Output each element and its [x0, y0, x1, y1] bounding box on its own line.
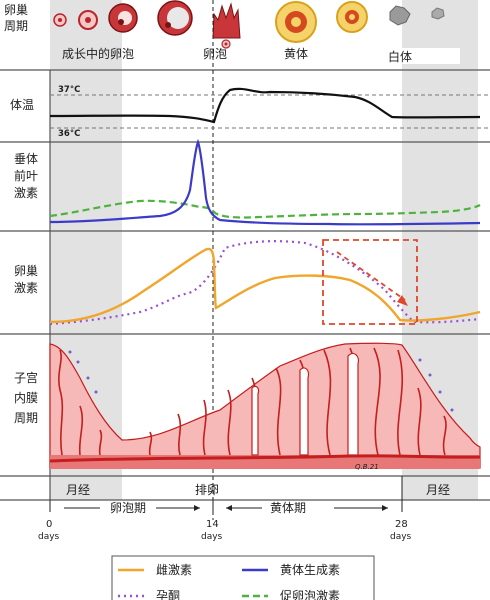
legend-label-estrogen: 雌激素 — [156, 562, 192, 577]
menstrual-debris — [68, 350, 454, 412]
row-label-ovarian-hormones: 卵巢激素 — [14, 264, 38, 295]
ovulating-follicle-icon — [212, 2, 241, 39]
day-unit-14: days — [201, 532, 223, 542]
lh-line — [49, 138, 481, 226]
corpus-albicans-icon — [389, 5, 411, 26]
stage-label-follicle: 卵泡 — [203, 47, 227, 61]
ovary-stage-icons — [53, 0, 445, 49]
pituitary-panel — [49, 138, 481, 226]
estrogen-line — [49, 247, 481, 324]
fsh-line — [49, 199, 481, 219]
phase-label-menses-end: 月经 — [426, 483, 450, 497]
ovarian-hormones-panel — [49, 239, 481, 326]
temperature-panel: 37°C 36°C — [49, 85, 490, 139]
phase-label-ovulation: 排卵 — [195, 483, 219, 497]
legend: 雌激素 黄体生成素 孕酮 促卵泡激素 — [111, 555, 375, 600]
day-unit-0: days — [38, 532, 60, 542]
row-label-endometrium: 子宫内膜周期 — [14, 370, 38, 425]
corpus-albicans-small-icon — [431, 7, 445, 20]
progesterone-line — [49, 240, 481, 326]
endometrium-panel: Q.B.21 — [49, 342, 481, 471]
endometrium-layer — [49, 342, 481, 469]
highlight-box — [322, 239, 418, 325]
highlight-arrow — [336, 251, 406, 301]
day-tick-28: 28 — [395, 519, 408, 530]
ovary-stage-labels: 成长中的卵泡 卵泡 黄体 白体 — [62, 46, 460, 64]
stage-label-corpus-luteum: 黄体 — [284, 47, 308, 61]
row-label-temperature: 体温 — [10, 98, 34, 112]
day-tick-14: 14 — [206, 519, 219, 530]
phase-labels: 月经 排卵 月经 — [66, 483, 450, 497]
phase-label-luteal: 黄体期 — [270, 501, 306, 515]
stage-label-corpus-albicans: 白体 — [388, 49, 412, 64]
basal-artery — [49, 454, 481, 463]
basal-body-temperature-line — [49, 87, 481, 124]
gland-lumens — [251, 352, 359, 456]
row-label-ovary-cycle: 卵巢周期 — [4, 3, 28, 33]
day-unit-28: days — [390, 532, 412, 542]
phase-label-menses-start: 月经 — [66, 483, 90, 497]
legend-label-fsh: 促卵泡激素 — [280, 589, 340, 600]
row-label-pituitary: 垂体前叶激素 — [14, 152, 38, 200]
row-labels: 卵巢周期 体温 垂体前叶激素 卵巢激素 子宫内膜周期 — [4, 3, 38, 425]
temp-tick-36: 36°C — [58, 129, 80, 139]
temp-tick-37: 37°C — [58, 85, 80, 95]
phase-label-follicular: 卵泡期 — [110, 501, 146, 515]
artist-signature: Q.B.21 — [355, 463, 379, 471]
day-tick-0: 0 — [46, 519, 52, 530]
legend-label-lh: 黄体生成素 — [280, 563, 340, 577]
legend-label-progesterone: 孕酮 — [156, 589, 180, 600]
row-separators — [0, 69, 490, 501]
timeline: 卵泡期 黄体期 0 days 14 days 28 days — [38, 476, 412, 542]
stage-label-growing-follicle: 成长中的卵泡 — [62, 46, 134, 61]
